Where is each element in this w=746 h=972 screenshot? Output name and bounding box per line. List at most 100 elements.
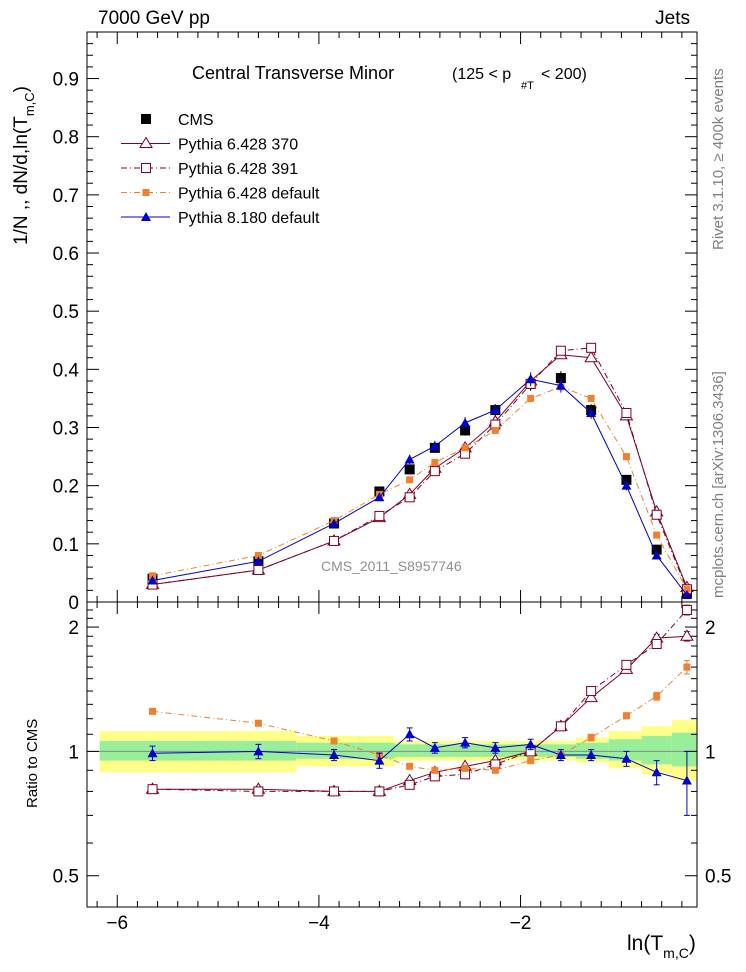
- data-point-main: [429, 441, 440, 451]
- x-tick-label: −2: [510, 913, 532, 934]
- data-point-main: [406, 476, 414, 484]
- data-point-main: [651, 544, 662, 555]
- y-tick-label-ratio-right: 1: [705, 742, 716, 763]
- data-point-ratio: [374, 786, 385, 797]
- data-point-main: [404, 464, 415, 475]
- data-point-ratio: [374, 755, 385, 765]
- data-point-main: [374, 492, 385, 502]
- data-point-ratio: [621, 753, 632, 763]
- analysis-id-label: CMS_2011_S8957746: [321, 558, 462, 574]
- uncertainty-band-inner-bin: [671, 732, 697, 767]
- data-point-main: [374, 510, 385, 521]
- uncertainty-band-inner-bin: [608, 739, 642, 761]
- data-point-ratio: [429, 742, 440, 752]
- data-point-main: [329, 535, 340, 546]
- data-series: [145, 342, 694, 816]
- data-point-main: [621, 474, 632, 485]
- data-point-main: [584, 350, 599, 363]
- mcplots-info-label: mcplots.cern.ch [arXiv:1306.3436]: [710, 371, 727, 598]
- data-point-ratio: [683, 663, 691, 671]
- data-point-ratio: [622, 712, 630, 720]
- series-line-main: [152, 386, 688, 590]
- plot-title-cut: (125 < p #T < 200): [452, 66, 587, 92]
- legend-item: Pythia 6.428 default: [121, 186, 320, 203]
- y-tick-label-main: 0.9: [53, 70, 79, 91]
- legend: CMS Pythia 6.428 370 Pythia 6.428 391 Pythi…: [121, 112, 320, 227]
- legend-marker: [141, 114, 151, 124]
- y-tick-label-main: 0: [68, 593, 79, 614]
- series-line-ratio: [152, 666, 688, 771]
- data-point-main: [404, 454, 415, 464]
- series-line-ratio: [152, 635, 687, 792]
- data-point-ratio: [460, 737, 471, 747]
- y-tick-label-main: 0.4: [53, 360, 80, 381]
- ratio-plot-frame: [86, 601, 698, 908]
- data-point-main: [651, 509, 662, 520]
- process-label: Jets: [655, 8, 690, 29]
- data-point-ratio: [431, 766, 439, 774]
- data-point-main: [586, 407, 597, 417]
- data-point-ratio: [584, 690, 599, 703]
- data-point-ratio: [491, 766, 499, 774]
- y-axis-title-ratio: Ratio to CMS: [24, 719, 41, 808]
- data-point-main: [431, 458, 439, 466]
- data-point-ratio: [525, 739, 536, 749]
- data-point-ratio: [147, 748, 158, 758]
- data-point-ratio: [527, 757, 535, 765]
- legend-marker: [139, 136, 153, 148]
- y-tick-label-main: 0.3: [53, 419, 79, 440]
- legend-item: Pythia 8.180 default: [121, 210, 320, 227]
- series-line-main: [152, 347, 688, 590]
- legend-label: Pythia 8.180 default: [178, 210, 320, 227]
- data-point-main: [460, 425, 471, 436]
- uncertainty-band-inner-bin: [356, 742, 395, 759]
- x-tick-label: −4: [308, 913, 330, 934]
- legend-marker: [141, 212, 151, 221]
- data-point-main: [621, 407, 632, 418]
- y-axis-title-main: 1/N ,, dN/d,ln(Tm,C): [11, 86, 37, 245]
- data-point-ratio: [461, 764, 469, 772]
- data-point-ratio: [586, 750, 597, 760]
- data-point-main: [651, 550, 662, 560]
- legend-label: Pythia 6.428 370: [178, 137, 298, 154]
- series-4: [147, 372, 692, 816]
- energy-label: 7000 GeV pp: [98, 8, 210, 29]
- data-point-ratio: [490, 742, 501, 752]
- data-point-main: [253, 556, 264, 566]
- data-point-main: [622, 453, 630, 461]
- data-point-ratio: [254, 719, 262, 727]
- y-tick-label-ratio-right: 2: [705, 618, 716, 639]
- data-point-ratio: [680, 629, 694, 641]
- y-tick-label-main: 0.1: [53, 535, 79, 556]
- data-point-main: [525, 374, 536, 384]
- data-point-ratio: [147, 784, 158, 795]
- y-tick-label-main: 0.6: [53, 244, 79, 265]
- data-point-main: [681, 590, 692, 600]
- data-point-main: [460, 417, 471, 427]
- data-point-ratio: [253, 746, 264, 756]
- data-point-main: [404, 492, 415, 503]
- data-point-ratio: [653, 692, 661, 700]
- data-point-ratio: [555, 721, 566, 732]
- series-line-ratio: [152, 733, 688, 782]
- data-point-main: [461, 444, 469, 452]
- series-line-main: [152, 378, 688, 596]
- x-tick-label: −6: [106, 913, 128, 934]
- data-point-ratio: [681, 604, 692, 615]
- uncertainty-band-inner-bin: [641, 735, 672, 765]
- data-point-main: [653, 531, 661, 539]
- y-tick-label-ratio-left: 1: [68, 742, 79, 763]
- data-point-main: [555, 373, 566, 384]
- data-point-main: [147, 575, 158, 585]
- legend-item: Pythia 6.428 370: [121, 137, 298, 154]
- y-tick-label-ratio-left: 0.5: [53, 867, 79, 888]
- data-point-main: [683, 585, 691, 593]
- axes-ticks: −6 −4 −2 0 0.1 0.2 0.3 0.4 0.5 0.6 0.7 0.8 0.9 0.5 0.5…: [53, 32, 731, 934]
- data-point-main: [491, 426, 499, 434]
- uncertainty-band-inner-bin: [449, 744, 481, 757]
- data-point-main: [429, 466, 440, 477]
- title-cut-end: < 200): [541, 66, 587, 83]
- data-point-ratio: [329, 786, 340, 797]
- data-point-ratio: [404, 779, 415, 790]
